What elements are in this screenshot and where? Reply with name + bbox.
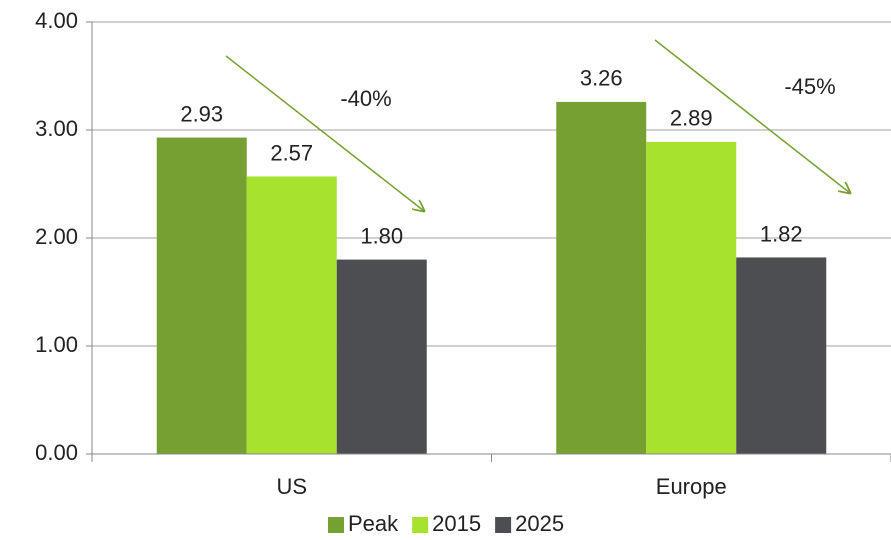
value-label: 2.57 [270, 140, 313, 165]
value-label: 3.26 [580, 66, 623, 91]
bar [646, 141, 737, 454]
value-label: 1.80 [360, 223, 403, 248]
legend-swatch [328, 517, 344, 533]
y-tick-label: 3.00 [35, 116, 78, 141]
y-tick-label: 0.00 [35, 440, 78, 465]
legend-swatch [495, 517, 512, 533]
legend-label: 2015 [432, 511, 481, 536]
y-tick-label: 1.00 [35, 332, 78, 357]
legend-swatch [412, 517, 429, 533]
bar [736, 257, 827, 454]
y-tick-label: 2.00 [35, 224, 78, 249]
bar [246, 176, 337, 454]
bar [156, 137, 247, 454]
bar [336, 259, 427, 454]
bar [556, 101, 647, 455]
annotation-arrow [654, 39, 850, 193]
x-tick-label: Europe [656, 474, 727, 499]
value-label: 1.82 [760, 221, 803, 246]
annotation: -40% [340, 86, 391, 111]
legend-label: 2025 [515, 511, 564, 536]
legend-label: Peak [348, 511, 399, 536]
annotation-arrow [225, 55, 424, 211]
y-tick-label: 4.00 [35, 8, 78, 33]
x-tick-label: US [276, 474, 307, 499]
value-label: 2.89 [670, 106, 713, 131]
value-label: 2.93 [180, 101, 223, 126]
annotation: -45% [784, 74, 835, 99]
